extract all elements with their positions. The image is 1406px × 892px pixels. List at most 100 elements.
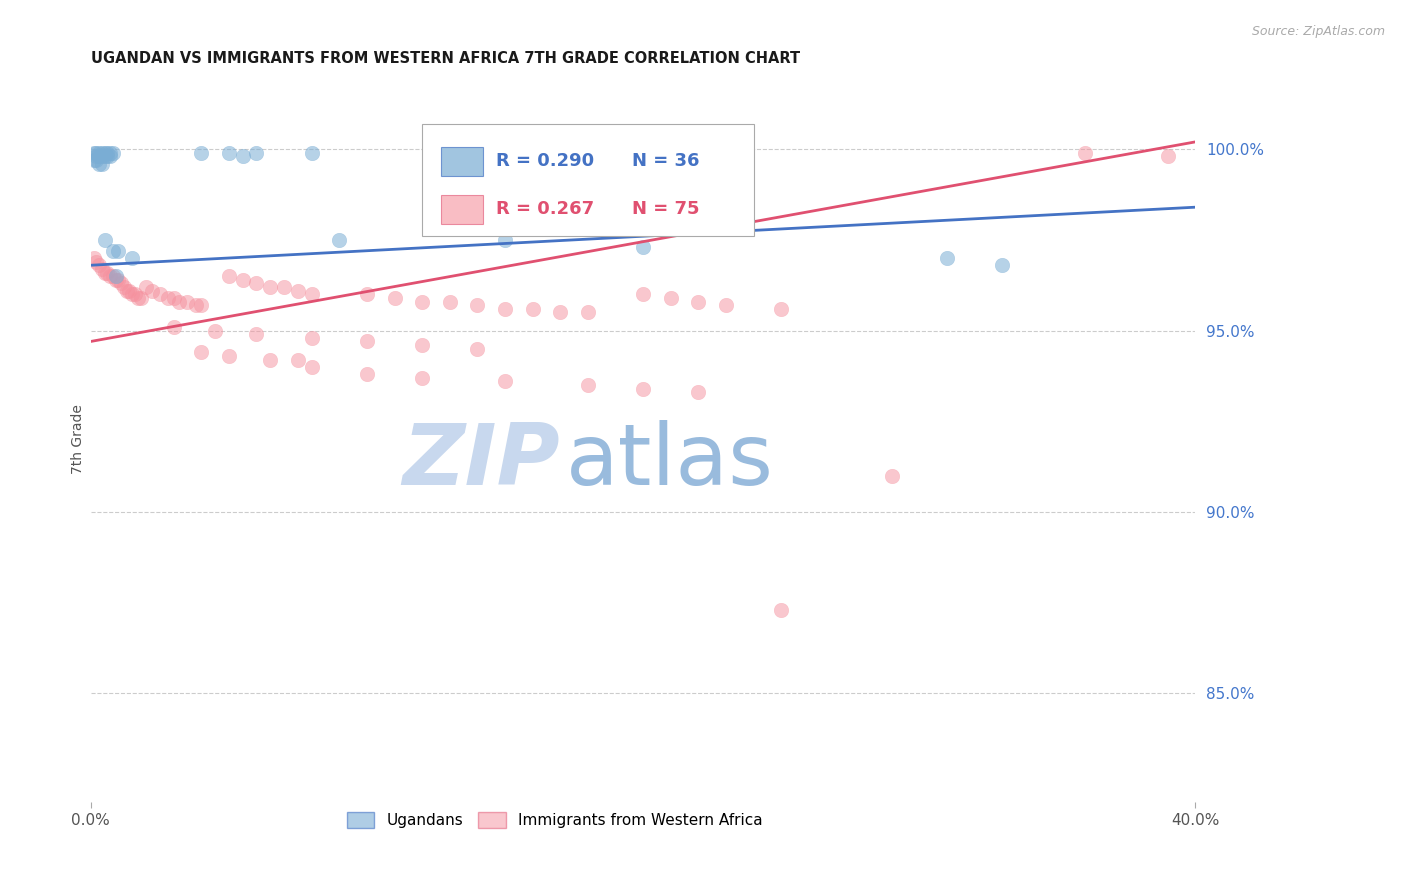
Y-axis label: 7th Grade: 7th Grade <box>72 404 86 475</box>
Point <box>576 378 599 392</box>
Point <box>90 145 112 160</box>
Point <box>232 149 254 163</box>
Text: Source: ZipAtlas.com: Source: ZipAtlas.com <box>1251 25 1385 38</box>
Point <box>162 291 184 305</box>
Text: N = 75: N = 75 <box>633 201 700 219</box>
Point <box>83 251 105 265</box>
Point <box>87 145 110 160</box>
Point <box>93 266 115 280</box>
Point <box>129 291 152 305</box>
Point <box>467 342 489 356</box>
Point <box>101 145 124 160</box>
Point <box>90 156 112 170</box>
Point <box>149 287 172 301</box>
Point <box>107 244 129 258</box>
Point <box>522 301 544 316</box>
Point <box>245 327 267 342</box>
Point <box>110 277 132 291</box>
Point <box>631 382 654 396</box>
Point <box>991 258 1014 272</box>
Point <box>232 273 254 287</box>
Point <box>770 603 793 617</box>
Point <box>356 367 378 381</box>
Point <box>141 284 163 298</box>
Text: ZIP: ZIP <box>402 420 560 503</box>
Point <box>301 145 323 160</box>
Point <box>87 149 110 163</box>
Point <box>127 291 149 305</box>
Point <box>494 301 516 316</box>
Point <box>86 153 108 167</box>
Point <box>287 284 309 298</box>
Point <box>86 254 108 268</box>
Point <box>287 352 309 367</box>
Point <box>328 233 350 247</box>
Point <box>190 298 212 312</box>
Point <box>439 294 461 309</box>
Point <box>124 287 146 301</box>
Point <box>714 298 737 312</box>
Point <box>83 153 105 167</box>
Point <box>356 334 378 349</box>
Point <box>98 269 121 284</box>
FancyBboxPatch shape <box>441 195 482 224</box>
Legend: Ugandans, Immigrants from Western Africa: Ugandans, Immigrants from Western Africa <box>340 806 769 835</box>
Point <box>121 251 143 265</box>
Point <box>770 301 793 316</box>
Text: atlas: atlas <box>565 420 773 503</box>
Text: R = 0.267: R = 0.267 <box>496 201 595 219</box>
Point <box>90 261 112 276</box>
Point <box>118 284 141 298</box>
FancyBboxPatch shape <box>441 146 482 176</box>
Point <box>86 149 108 163</box>
Point <box>301 359 323 374</box>
Point <box>1074 145 1097 160</box>
Point <box>411 294 433 309</box>
Point <box>245 145 267 160</box>
Point <box>93 233 115 247</box>
Point <box>101 244 124 258</box>
Point <box>494 375 516 389</box>
Point <box>112 280 135 294</box>
Point <box>176 294 198 309</box>
Point <box>631 240 654 254</box>
Point <box>115 284 138 298</box>
Point <box>411 338 433 352</box>
Point <box>167 294 190 309</box>
Point <box>880 468 903 483</box>
Point <box>104 273 127 287</box>
Point <box>204 324 226 338</box>
Point <box>86 145 108 160</box>
Point <box>190 145 212 160</box>
Point <box>259 352 281 367</box>
Point <box>87 258 110 272</box>
Text: R = 0.290: R = 0.290 <box>496 152 595 170</box>
Point <box>576 305 599 319</box>
Text: UGANDAN VS IMMIGRANTS FROM WESTERN AFRICA 7TH GRADE CORRELATION CHART: UGANDAN VS IMMIGRANTS FROM WESTERN AFRIC… <box>91 51 800 66</box>
Point <box>104 269 127 284</box>
Point <box>301 331 323 345</box>
Point <box>467 298 489 312</box>
Point <box>162 320 184 334</box>
Point <box>190 345 212 359</box>
Point <box>494 233 516 247</box>
Point <box>83 145 105 160</box>
Point <box>688 385 710 400</box>
Point <box>218 145 240 160</box>
FancyBboxPatch shape <box>422 124 754 236</box>
Point <box>356 287 378 301</box>
Point <box>96 145 118 160</box>
Point <box>96 149 118 163</box>
Point <box>90 149 112 163</box>
Point <box>301 287 323 301</box>
Point <box>688 294 710 309</box>
Point <box>935 251 957 265</box>
Point <box>184 298 207 312</box>
Point <box>98 149 121 163</box>
Point <box>135 280 157 294</box>
Text: N = 36: N = 36 <box>633 152 700 170</box>
Point <box>96 266 118 280</box>
Point <box>384 291 406 305</box>
Point <box>659 291 682 305</box>
Point <box>93 145 115 160</box>
